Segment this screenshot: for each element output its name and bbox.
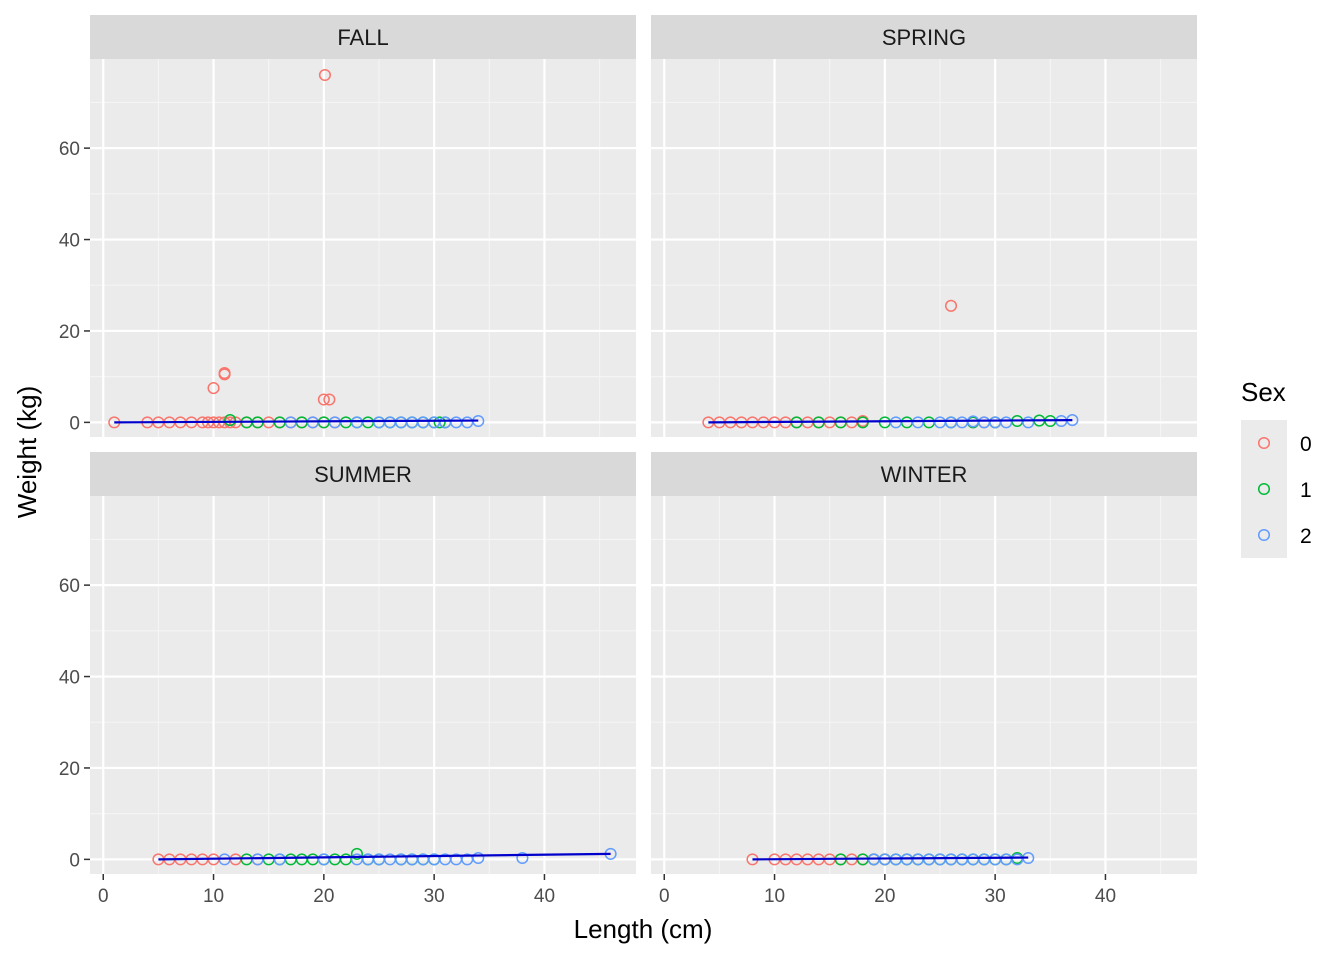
- legend-key-sex-1: [1257, 482, 1271, 496]
- fit-line: [158, 852, 611, 861]
- x-tick-label: 0: [98, 886, 109, 907]
- data-point-sex-2: [472, 851, 485, 865]
- data-point-sex-0: [323, 393, 336, 406]
- fit-line: [752, 856, 1029, 861]
- data-point-sex-0: [318, 68, 331, 82]
- y-tick-label: 0: [69, 850, 80, 871]
- legend: Sex 0 1 2: [1241, 377, 1312, 558]
- x-tick-label: 0: [659, 886, 670, 907]
- panel-background: [651, 496, 1197, 874]
- data-point-sex-2: [317, 853, 330, 866]
- legend-key-sex-0: [1257, 436, 1271, 450]
- legend-title: Sex: [1241, 377, 1286, 407]
- facet-strip-label: SUMMER: [314, 462, 412, 487]
- x-tick-label: 10: [203, 886, 224, 907]
- data-point-sex-2: [889, 416, 902, 429]
- panel-background: [90, 496, 636, 874]
- x-tick-label: 40: [1095, 886, 1116, 907]
- data-point-sex-1: [350, 847, 363, 860]
- x-tick-label: 40: [534, 886, 555, 907]
- data-point-sex-0: [944, 299, 958, 312]
- data-point-sex-2: [1000, 416, 1013, 429]
- facet-panel-fall: FALL 0 20 40 60: [59, 15, 636, 437]
- data-point-sex-0: [207, 382, 220, 395]
- facet-strip: [90, 452, 636, 496]
- data-point-sex-0: [317, 393, 330, 406]
- data-point-sex-2: [1022, 416, 1035, 429]
- y-tick-label: 60: [59, 576, 80, 597]
- y-tick-label: 40: [59, 231, 80, 252]
- legend-label-sex-0: 0: [1300, 433, 1312, 456]
- x-tick-label: 20: [313, 886, 334, 907]
- facet-panel-summer: SUMMER 0 20 40 60 0 10 20 30 40: [59, 452, 636, 907]
- fit-line: [708, 418, 1073, 424]
- legend-key-background: [1241, 420, 1287, 558]
- fit-line: [114, 419, 479, 424]
- y-tick-label: 40: [59, 668, 80, 689]
- facet-strip: [651, 452, 1197, 496]
- data-point-sex-1: [224, 414, 237, 427]
- facet-strip-label: WINTER: [881, 462, 968, 487]
- data-point-sex-2: [251, 853, 264, 866]
- panel-background: [651, 59, 1197, 437]
- facet-strip: [90, 15, 636, 59]
- y-tick-label: 0: [69, 413, 80, 434]
- facet-strip-label: FALL: [337, 25, 388, 50]
- y-axis-title: Weight (kg): [12, 386, 42, 518]
- data-point-sex-2: [273, 853, 286, 866]
- y-tick-label: 20: [59, 759, 80, 780]
- data-point-sex-2: [350, 416, 363, 429]
- data-point-sex-2: [516, 851, 529, 865]
- facet-strip-label: SPRING: [882, 25, 966, 50]
- facet-panel-spring: SPRING: [651, 15, 1197, 437]
- legend-label-sex-2: 2: [1300, 525, 1312, 548]
- data-point-sex-0: [218, 368, 231, 381]
- x-tick-label: 30: [985, 886, 1006, 907]
- x-tick-label: 30: [424, 886, 445, 907]
- data-point-sex-2: [911, 416, 924, 429]
- legend-label-sex-1: 1: [1300, 479, 1312, 502]
- x-tick-label: 20: [874, 886, 895, 907]
- data-point-sex-1: [433, 416, 446, 429]
- facet-strip: [651, 15, 1197, 59]
- panel-background: [90, 59, 636, 437]
- x-axis-title: Length (cm): [574, 914, 713, 944]
- x-tick-label: 10: [764, 886, 785, 907]
- facet-panel-winter: WINTER 0 10 20 30 40: [651, 452, 1197, 907]
- y-tick-label: 20: [59, 322, 80, 343]
- y-tick-label: 60: [59, 139, 80, 160]
- legend-key-sex-2: [1257, 528, 1271, 542]
